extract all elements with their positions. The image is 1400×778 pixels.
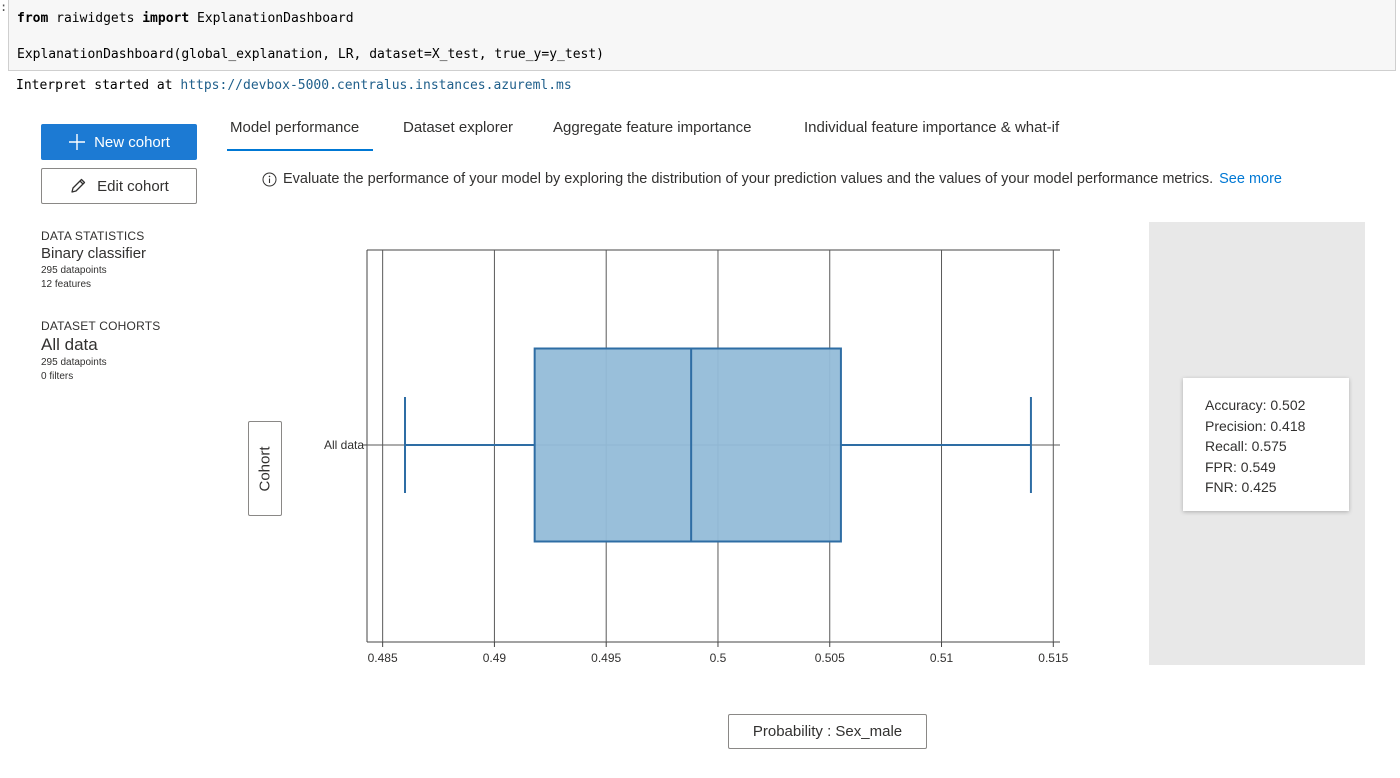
pencil-icon [69,177,87,195]
yaxis-selector-button[interactable]: Cohort [248,421,282,516]
x-tick-label: 0.51 [930,651,954,665]
code-cell[interactable]: from raiwidgets import ExplanationDashbo… [8,0,1396,71]
box-plot-svg: 0.485 0.49 0.495 0.5 0.505 0.51 0.515 All data [324,249,1069,665]
xaxis-selector-button[interactable]: Probability : Sex_male [728,714,927,749]
datapoint-count: 295 datapoints [41,265,107,276]
metric-fpr: FPR: 0.549 [1205,458,1276,475]
tab-dataset-explorer[interactable]: Dataset explorer [403,119,514,136]
data-statistics-heading: DATA STATISTICS [41,229,145,243]
x-tick-label: 0.495 [591,651,621,665]
code-blank-line [17,28,1387,45]
import-name: ExplanationDashboard [189,11,354,26]
module-name: raiwidgets [48,11,143,26]
dataset-cohorts: DATASET COHORTS All data 295 datapoints … [41,318,221,384]
metrics-card: Accuracy: 0.502 Precision: 0.418 Recall:… [1183,378,1349,511]
cohort-name: All data [41,335,98,354]
xaxis-selector-label: Probability : Sex_male [752,723,903,740]
edit-cohort-label: Edit cohort [97,177,169,195]
dashboard-url-link[interactable]: https://devbox-5000.centralus.instances.… [180,78,572,93]
cell-prompt-edge: : [0,0,8,14]
metric-precision: Precision: 0.418 [1205,417,1306,434]
info-icon [262,172,277,187]
tab-individual-feature-importance[interactable]: Individual feature importance & what-if [804,119,1060,136]
metric-fnr: FNR: 0.425 [1205,479,1277,495]
edit-cohort-button[interactable]: Edit cohort [41,168,197,204]
y-category-label: All data [324,438,364,452]
new-cohort-label: New cohort [94,133,170,151]
info-message: Evaluate the performance of your model b… [262,168,1282,190]
active-tab-indicator [227,149,373,151]
x-tick-label: 0.5 [710,651,727,665]
model-type: Binary classifier [41,245,147,262]
code-line-call: ExplanationDashboard(global_explanation,… [17,47,604,62]
tab-model-performance[interactable]: Model performance [230,119,360,136]
cell-output: Interpret started at https://devbox-5000… [16,77,572,95]
new-cohort-button[interactable]: New cohort [41,124,197,160]
info-text: Evaluate the performance of your model b… [283,171,1214,187]
keyword-from: from [17,11,49,26]
yaxis-selector-label: Cohort [256,445,274,492]
keyword-import: import [142,11,190,26]
x-tick-label: 0.505 [815,651,845,665]
x-tick-label: 0.49 [483,651,507,665]
feature-count: 12 features [41,279,92,290]
metric-recall: Recall: 0.575 [1205,438,1287,454]
x-tick-label: 0.515 [1038,651,1068,665]
box-iqr [533,347,842,543]
output-prefix: Interpret started at [16,78,181,93]
code-line-import: from raiwidgets import ExplanationDashbo… [17,9,1387,28]
data-statistics: DATA STATISTICS Binary classifier 295 da… [41,228,221,292]
see-more-link[interactable]: See more [1219,171,1282,187]
box-plot-chart: 0.485 0.49 0.495 0.5 0.505 0.51 0.515 All data [300,238,1080,678]
cohort-filters: 0 filters [41,371,74,382]
plus-icon [68,133,86,151]
tab-aggregate-feature-importance[interactable]: Aggregate feature importance [553,119,752,136]
x-tick-label: 0.485 [368,651,398,665]
cohort-datapoints: 295 datapoints [41,357,107,368]
metric-accuracy: Accuracy: 0.502 [1205,397,1306,413]
dataset-cohorts-heading: DATASET COHORTS [41,319,161,333]
